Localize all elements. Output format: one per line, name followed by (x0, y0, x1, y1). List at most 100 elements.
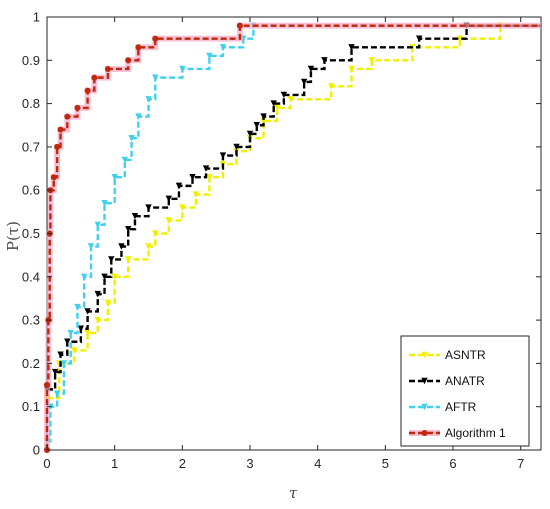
data-point (44, 382, 50, 389)
data-point (165, 217, 173, 224)
data-point (152, 230, 159, 237)
data-point (128, 135, 135, 142)
data-point (280, 91, 288, 99)
y-tick-label: 0.7 (22, 139, 40, 154)
x-tick-label: 1 (111, 456, 118, 471)
legend-marker (421, 403, 428, 411)
data-point (54, 143, 61, 150)
data-point (135, 113, 142, 120)
legend-label: Algorithm 1 (445, 426, 506, 440)
data-point (67, 329, 74, 337)
data-point (51, 368, 59, 376)
data-point (287, 96, 294, 103)
legend-item-aftr: AFTR (409, 400, 477, 414)
data-point (236, 22, 243, 29)
data-point (300, 78, 308, 86)
data-point (189, 174, 196, 181)
legend-marker (421, 351, 428, 359)
data-point (104, 65, 111, 72)
legend: ASNTR ANATR AFTR Algorithm 1 (400, 335, 530, 447)
data-point (368, 57, 376, 64)
data-point (246, 130, 254, 138)
data-point (74, 303, 81, 311)
y-tick-label: 1 (33, 10, 40, 25)
data-point (165, 195, 173, 203)
legend-marker (421, 377, 428, 385)
data-point (260, 113, 267, 120)
data-point (145, 96, 152, 103)
data-point (104, 299, 112, 306)
data-point (60, 360, 68, 367)
axes-layer: 0 1 2 3 4 5 6 7 0 0.1 0.2 0.3 0.4 0.5 0.6 0.7 0.8 0.9 1 (22, 10, 541, 471)
data-point (64, 338, 71, 345)
data-point (111, 273, 118, 280)
data-point (348, 65, 355, 73)
y-tick-label: 0.6 (22, 183, 40, 198)
y-tick-label: 0.4 (22, 269, 40, 284)
data-point (84, 308, 91, 315)
y-tick-label: 0.5 (22, 226, 40, 241)
data-point (91, 74, 98, 81)
x-tick-label: 0 (43, 456, 50, 471)
data-point (131, 212, 139, 220)
data-point (179, 204, 186, 211)
data-point (57, 351, 64, 358)
y-tick-label: 0.9 (22, 53, 40, 68)
data-point (253, 122, 260, 129)
legend-label: AFTR (445, 400, 477, 414)
data-point (273, 104, 281, 112)
x-tick-label: 2 (179, 456, 186, 471)
y-tick-label: 0.2 (22, 356, 40, 371)
x-axis-label: τ (289, 484, 298, 502)
legend-label: ASNTR (445, 348, 486, 362)
data-point (219, 44, 227, 51)
y-tick-label: 0.1 (22, 399, 40, 414)
data-point (101, 273, 108, 280)
data-point (118, 243, 125, 250)
data-point (145, 204, 152, 211)
data-point (57, 126, 64, 133)
data-point (152, 74, 159, 81)
data-point (94, 316, 101, 324)
y-tick-label: 0.8 (22, 96, 40, 111)
data-point (94, 290, 101, 298)
x-tick-label: 3 (246, 456, 253, 471)
data-point (456, 35, 463, 42)
data-point (84, 329, 91, 337)
data-point (415, 35, 423, 42)
data-point (152, 35, 159, 42)
data-point (321, 57, 328, 64)
series-aftr (43, 22, 541, 445)
data-point (53, 390, 61, 397)
data-point (125, 57, 132, 64)
data-point (64, 113, 71, 120)
data-point (74, 104, 81, 111)
y-tick-label: 0.3 (22, 313, 40, 328)
data-point (84, 87, 91, 94)
data-point (70, 347, 78, 354)
x-tick-label: 5 (382, 456, 389, 471)
data-point (192, 191, 200, 198)
data-point (50, 174, 57, 181)
y-tick-label: 0 (33, 443, 40, 458)
data-point (270, 100, 277, 107)
data-point (77, 325, 85, 332)
data-point (348, 44, 355, 51)
data-point (179, 65, 186, 73)
legend-item-algorithm-1: Algorithm 1 (409, 426, 506, 440)
x-tick-label: 4 (314, 456, 321, 471)
data-point (135, 44, 142, 51)
data-point (121, 156, 129, 164)
data-point (233, 143, 240, 151)
series-line (47, 24, 541, 443)
data-point (145, 243, 152, 250)
series-line (47, 24, 541, 391)
data-point (328, 83, 335, 90)
legend-item-asntr: ASNTR (409, 348, 486, 362)
data-point (101, 199, 108, 207)
data-point (219, 152, 227, 159)
x-tick-label: 7 (517, 456, 524, 471)
data-point (125, 225, 132, 233)
data-point (206, 52, 213, 60)
